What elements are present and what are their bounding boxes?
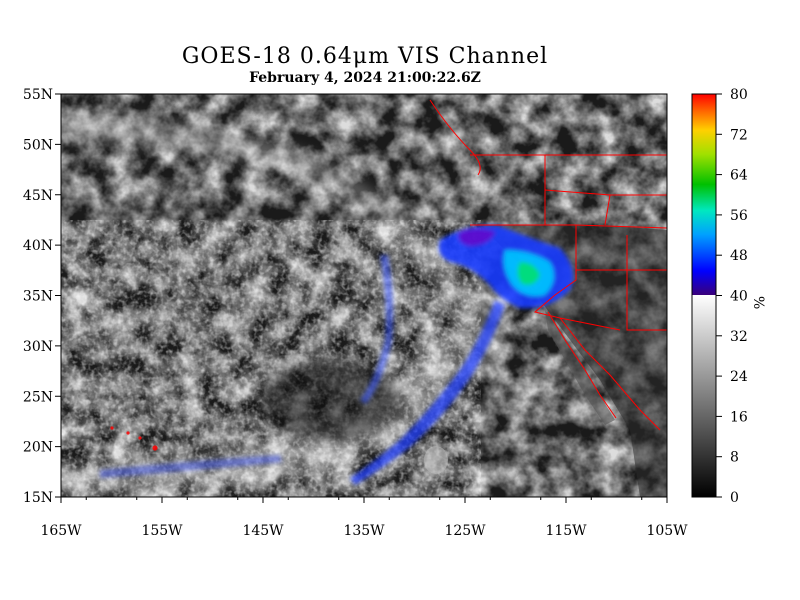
colorbar-tick-label: 56 bbox=[730, 208, 748, 224]
colorbar-tick-label: 16 bbox=[730, 409, 748, 425]
colorbar-tick-label: 48 bbox=[730, 248, 748, 264]
colorbar-tick-label: 32 bbox=[730, 329, 748, 345]
lat-tick-label: 35N bbox=[23, 289, 53, 305]
image-title: GOES-18 0.64μm VIS Channel bbox=[181, 44, 549, 69]
colorbar-tick-label: 8 bbox=[730, 450, 739, 466]
lon-tick-label: 105W bbox=[646, 523, 688, 539]
colorbar-tick-label: 64 bbox=[730, 168, 748, 184]
lon-tick-label: 135W bbox=[343, 523, 385, 539]
lat-tick-label: 55N bbox=[23, 87, 53, 103]
longitude-axis: 165W 155W 145W 135W 125W 115W 105W bbox=[40, 497, 688, 539]
colorbar-tick-label: 72 bbox=[730, 127, 748, 143]
colorbar-color-segment bbox=[692, 94, 716, 295]
image-timestamp: February 4, 2024 21:00:22.6Z bbox=[249, 70, 481, 86]
colorbar-tick-label: 40 bbox=[730, 289, 748, 305]
lat-tick-label: 20N bbox=[23, 440, 53, 456]
lat-tick-label: 45N bbox=[23, 188, 53, 204]
lon-tick-label: 125W bbox=[444, 523, 486, 539]
lon-tick-label: 115W bbox=[545, 523, 587, 539]
latitude-axis: 55N 50N 45N 40N 35N 30N 25N 20N 15N bbox=[23, 87, 61, 506]
colorbar-tick-label: 0 bbox=[730, 490, 739, 506]
lat-tick-label: 25N bbox=[23, 389, 53, 405]
colorbar-tick-label: 24 bbox=[730, 369, 748, 385]
hawaii-islands bbox=[110, 426, 158, 451]
lon-tick-label: 165W bbox=[40, 523, 82, 539]
colorbar-unit-label: % bbox=[750, 296, 766, 309]
colorbar-gray-segment bbox=[692, 295, 716, 497]
lon-tick-label: 155W bbox=[141, 523, 183, 539]
lat-tick-label: 50N bbox=[23, 137, 53, 153]
political-borders bbox=[429, 99, 667, 431]
lon-tick-label: 145W bbox=[242, 523, 284, 539]
colorbar-tick-label: 80 bbox=[730, 87, 748, 103]
satellite-image bbox=[61, 94, 667, 497]
lat-tick-label: 40N bbox=[23, 238, 53, 254]
lat-tick-label: 30N bbox=[23, 339, 53, 355]
lat-tick-label: 15N bbox=[23, 490, 53, 506]
